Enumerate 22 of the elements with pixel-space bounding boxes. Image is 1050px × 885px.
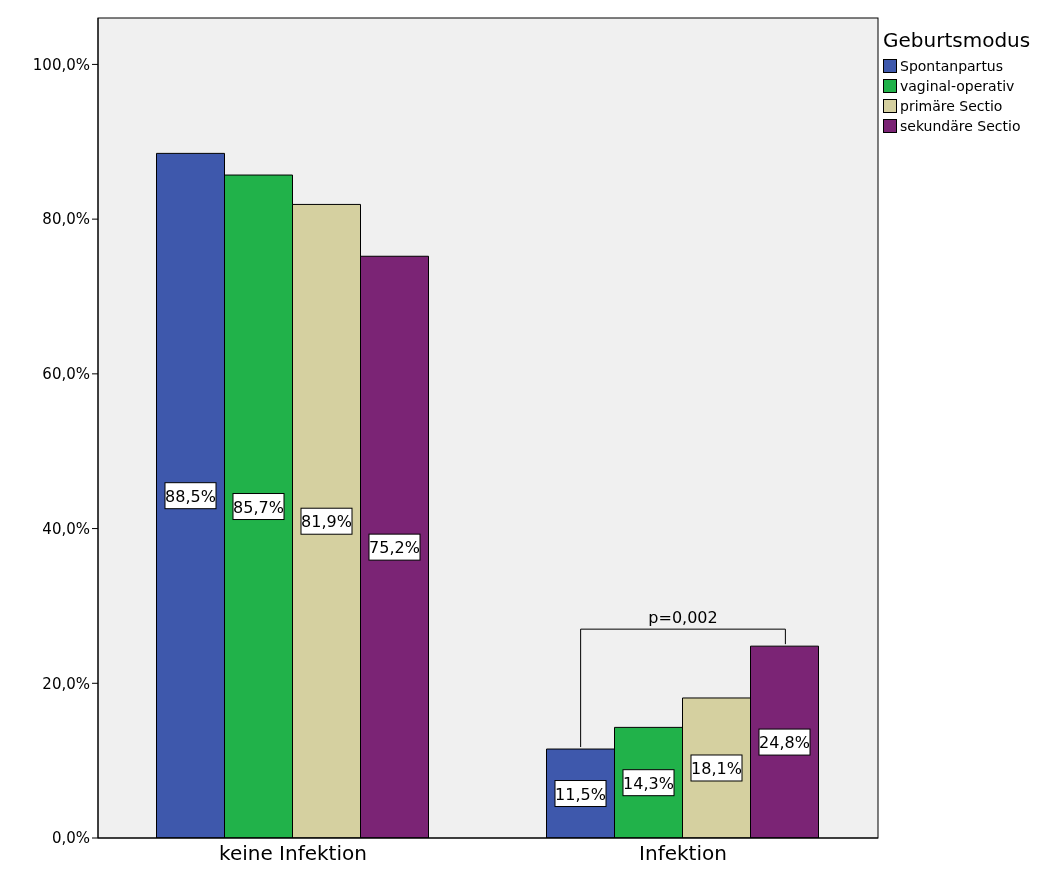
legend-label: Spontanpartus [900,58,1004,74]
legend-label: sekundäre Sectio [900,118,1021,134]
legend-title: Geburtsmodus [883,28,1031,52]
y-tick-label: 20,0% [42,674,90,693]
data-label: 24,8% [759,733,810,753]
data-label: 18,1% [691,758,742,778]
data-label: 88,5% [165,486,216,506]
data-label: 81,9% [301,512,352,532]
y-tick-label: 60,0% [42,365,90,384]
x-tick-label: Infektion [639,841,727,866]
y-tick-label: 80,0% [42,210,90,229]
y-tick-label: 40,0% [42,519,90,538]
data-label: 11,5% [555,784,606,804]
legend-label: primäre Sectio [900,98,1003,114]
y-tick-label: 0,0% [51,829,90,848]
y-tick-label: 100,0% [32,55,90,74]
data-label: 75,2% [369,538,420,558]
x-tick-label: keine Infektion [219,841,367,866]
legend-label: vaginal-operativ [900,78,1015,94]
annotation: p=0,002 [648,608,718,628]
data-label: 14,3% [623,773,674,793]
data-label: 85,7% [233,497,284,517]
